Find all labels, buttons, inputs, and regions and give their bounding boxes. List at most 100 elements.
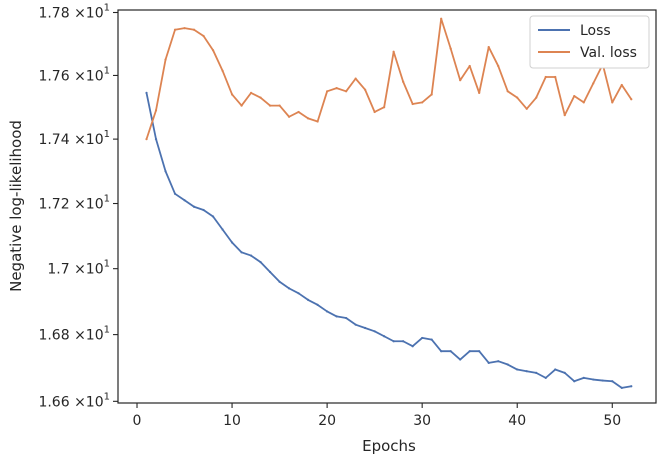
data-point-loss <box>506 363 509 366</box>
data-point-val-loss <box>535 96 538 99</box>
data-point-val-loss <box>192 28 196 31</box>
plot-background <box>118 10 656 403</box>
data-point-val-loss <box>278 104 281 107</box>
data-point-val-loss <box>354 77 357 80</box>
data-point-loss <box>601 379 604 382</box>
data-point-val-loss <box>506 90 509 93</box>
data-point-val-loss <box>592 82 595 85</box>
data-point-val-loss <box>364 88 367 91</box>
data-point-val-loss <box>335 87 338 90</box>
data-point-val-loss <box>430 93 433 96</box>
data-point-loss <box>364 326 367 330</box>
data-point-loss <box>421 336 424 340</box>
legend-label-val-loss: Val. loss <box>580 45 637 61</box>
data-point-loss <box>383 335 386 338</box>
data-point-val-loss <box>249 91 253 94</box>
data-point-val-loss <box>620 83 623 87</box>
data-point-val-loss <box>259 96 262 99</box>
data-point-val-loss <box>221 69 224 72</box>
y-tick-label: 1.68 ×101 <box>38 325 110 344</box>
data-point-val-loss <box>307 117 310 120</box>
data-point-loss <box>535 371 538 374</box>
data-point-loss <box>183 199 186 202</box>
data-point-loss <box>373 330 376 333</box>
y-tick-label: 1.74 ×101 <box>38 129 110 148</box>
data-point-loss <box>307 298 310 301</box>
data-point-val-loss <box>383 106 386 109</box>
data-point-val-loss <box>145 138 148 141</box>
data-point-val-loss <box>164 58 167 61</box>
data-point-loss <box>440 350 443 353</box>
y-tick-label: 1.78 ×101 <box>38 3 110 22</box>
data-point-loss <box>268 270 272 274</box>
data-point-val-loss <box>630 98 633 101</box>
data-point-val-loss <box>202 34 205 38</box>
data-point-val-loss <box>487 45 490 49</box>
data-point-val-loss <box>373 110 376 114</box>
data-point-loss <box>402 340 405 343</box>
data-point-val-loss <box>544 75 547 79</box>
data-point-loss <box>582 376 585 379</box>
x-axis-label: Epochs <box>362 437 416 455</box>
data-point-val-loss <box>154 109 158 112</box>
data-point-loss <box>487 361 490 364</box>
data-point-val-loss <box>268 104 272 107</box>
y-axis: 1.66 ×101 1.68 ×101 1.7 ×101 1.72 ×101 1.74 … <box>38 3 118 410</box>
y-tick-label: 1.72 ×101 <box>38 194 110 213</box>
data-point-loss <box>544 376 547 379</box>
series-layer <box>145 17 633 390</box>
data-point-val-loss <box>230 93 234 96</box>
data-point-loss <box>392 340 395 343</box>
x-tick-label: 20 <box>318 413 336 429</box>
data-point-val-loss <box>240 104 243 107</box>
data-point-val-loss <box>497 64 500 68</box>
data-point-loss <box>430 338 433 341</box>
data-point-loss <box>573 380 576 383</box>
data-point-loss <box>345 316 348 320</box>
data-point-loss <box>459 358 462 361</box>
data-point-loss <box>211 215 215 218</box>
y-tick-label: 1.66 ×101 <box>38 391 110 410</box>
data-point-loss <box>230 241 234 244</box>
plot-frame <box>117 9 657 404</box>
data-point-loss <box>259 261 262 264</box>
series-line-loss <box>145 92 632 389</box>
data-point-val-loss <box>173 28 177 31</box>
data-point-val-loss <box>392 50 395 53</box>
data-point-val-loss <box>316 120 319 123</box>
data-point-loss <box>478 350 481 353</box>
data-point-loss <box>354 323 357 326</box>
data-point-val-loss <box>573 94 576 98</box>
data-point-val-loss <box>345 90 348 93</box>
data-point-val-loss <box>554 75 557 79</box>
x-axis: 0 10 20 30 40 50 <box>133 403 621 429</box>
data-point-val-loss <box>468 64 471 68</box>
data-point-val-loss <box>411 102 414 106</box>
data-point-loss <box>278 280 281 283</box>
x-tick-label: 10 <box>223 413 241 429</box>
data-point-loss <box>525 370 528 373</box>
data-point-val-loss <box>211 49 215 52</box>
x-tick-label: 30 <box>413 413 431 429</box>
data-point-val-loss <box>449 47 452 50</box>
data-point-loss <box>620 386 623 390</box>
data-point-loss <box>516 368 519 371</box>
data-point-val-loss <box>582 101 585 104</box>
data-point-val-loss <box>440 17 443 20</box>
data-point-loss <box>202 208 205 212</box>
data-point-loss <box>154 138 158 141</box>
data-point-loss <box>173 192 177 195</box>
data-point-val-loss <box>326 90 329 93</box>
series-line-val-loss <box>145 17 633 140</box>
data-point-loss <box>326 310 329 313</box>
data-point-loss <box>145 91 148 94</box>
data-point-loss <box>240 251 243 254</box>
data-point-loss <box>563 371 566 374</box>
data-point-val-loss <box>183 27 186 30</box>
data-point-loss <box>554 368 557 371</box>
data-point-val-loss <box>288 115 291 118</box>
data-point-val-loss <box>525 107 528 110</box>
legend-label-loss: Loss <box>580 23 611 39</box>
